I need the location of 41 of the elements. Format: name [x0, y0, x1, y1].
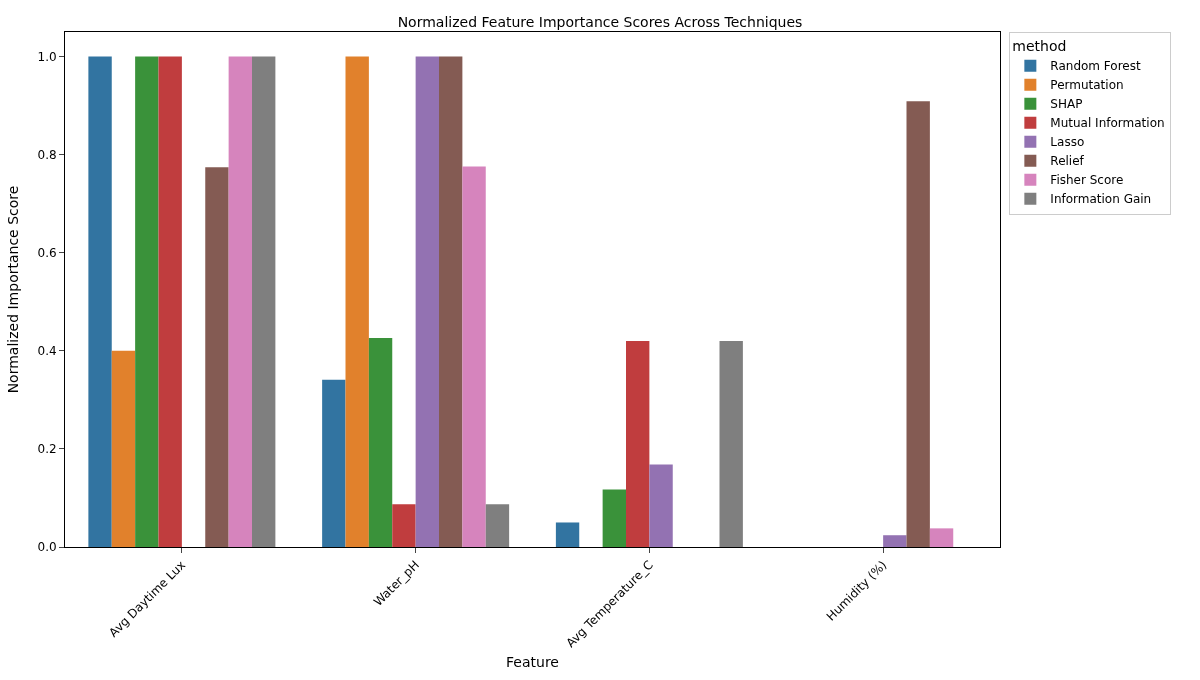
y-tick-label: 0.2: [37, 442, 57, 457]
bar: [345, 56, 369, 547]
bar: [485, 504, 510, 547]
legend-label: Lasso: [1050, 135, 1085, 150]
bar: [929, 528, 954, 547]
legend-label: Random Forest: [1050, 59, 1141, 74]
bar: [555, 522, 580, 547]
legend-label: Relief: [1050, 154, 1085, 169]
y-tick-label: 0.4: [37, 344, 57, 359]
legend-title: method: [1012, 38, 1067, 55]
y-tick-label: 1.0: [37, 49, 57, 64]
bar: [719, 341, 743, 547]
bar: [415, 56, 439, 547]
bar: [906, 101, 930, 547]
bar: [158, 56, 182, 547]
y-tick-label: 0.0: [37, 540, 57, 555]
bar: [228, 56, 252, 547]
legend-label: SHAP: [1050, 97, 1083, 112]
y-tick-label: 0.8: [37, 147, 57, 162]
bar: [462, 166, 486, 547]
y-axis-title: Normalized Importance Score: [5, 185, 22, 394]
bar: [88, 56, 112, 547]
bar: [368, 338, 393, 547]
bar: [649, 464, 673, 547]
legend-label: Permutation: [1050, 78, 1124, 93]
legend-label: Mutual Information: [1050, 116, 1165, 131]
bar: [111, 350, 136, 547]
x-axis-title: Feature: [506, 654, 559, 671]
bar: [883, 535, 907, 547]
bar: [626, 341, 650, 547]
bar: [322, 379, 346, 547]
bar: [205, 167, 229, 547]
legend-label: Fisher Score: [1050, 173, 1124, 188]
bar: [602, 489, 626, 547]
legend-label: Information Gain: [1050, 192, 1152, 207]
bar: [392, 504, 416, 547]
bar: [135, 56, 159, 547]
y-tick-label: 0.6: [37, 245, 57, 260]
bar: [439, 56, 463, 547]
chart-title: Normalized Feature Importance Scores Across Techniques: [397, 13, 803, 30]
bar: [252, 56, 276, 547]
